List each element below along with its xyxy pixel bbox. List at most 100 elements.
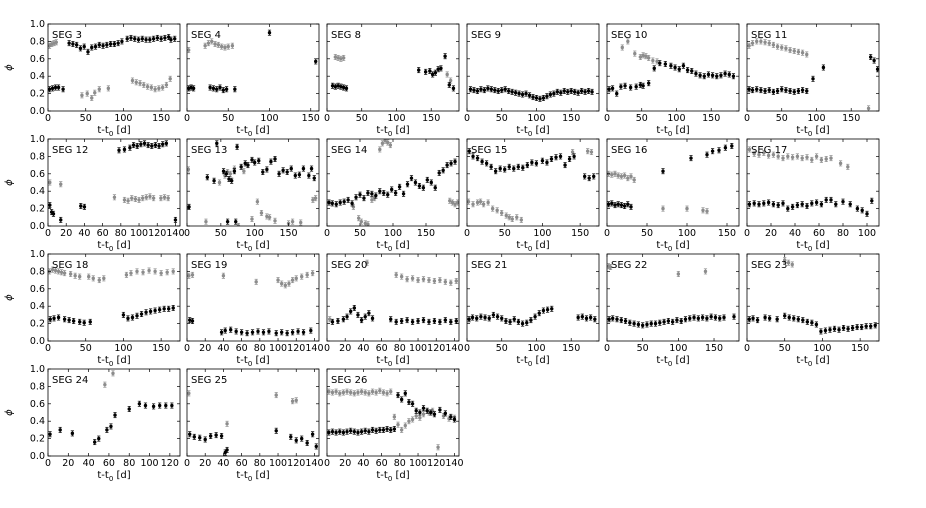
data-point — [290, 329, 295, 336]
data-point — [475, 155, 480, 162]
data-point — [549, 156, 554, 162]
data-point — [824, 156, 828, 162]
plot-frame — [47, 368, 181, 457]
data-point — [348, 389, 353, 396]
y-tick-label: 0.2 — [30, 319, 45, 330]
x-tick-label: 50 — [779, 343, 791, 354]
data-point — [208, 433, 213, 439]
data-point — [841, 198, 845, 205]
panel-title: SEG 11 — [751, 30, 787, 41]
data-points — [48, 140, 178, 223]
data-point — [800, 155, 804, 162]
data-point — [157, 402, 162, 409]
data-point — [218, 84, 222, 91]
y-tick-label: 0.0 — [30, 336, 45, 347]
data-point — [445, 71, 449, 78]
data-point — [62, 270, 67, 277]
data-point — [277, 170, 281, 177]
data-point — [171, 268, 175, 275]
data-point — [124, 271, 129, 278]
panel-title: SEG 8 — [331, 30, 361, 41]
data-point — [586, 88, 591, 94]
x-tick-label: 20 — [199, 343, 211, 354]
data-point — [834, 201, 838, 208]
data-point — [215, 140, 219, 147]
x-axis-label-unit: [d] — [812, 125, 829, 136]
data-point — [77, 318, 82, 325]
data-point — [405, 181, 410, 188]
data-point — [468, 86, 473, 93]
data-point — [70, 430, 75, 437]
data-point — [795, 202, 800, 209]
y-tick-label: 0.2 — [30, 204, 45, 215]
data-point — [338, 390, 342, 397]
x-axis-label: t-t0 [d] — [796, 355, 829, 368]
data-point — [397, 183, 402, 190]
data-point — [616, 172, 620, 179]
data-point — [235, 143, 239, 150]
data-point — [164, 140, 169, 147]
x-tick-label: 150 — [842, 113, 860, 124]
data-point — [219, 329, 224, 336]
data-point — [727, 71, 731, 78]
data-point — [223, 449, 227, 456]
data-point — [558, 153, 563, 160]
data-point — [283, 282, 288, 289]
y-tick-label: 0.0 — [30, 221, 45, 232]
x-tick-label: 0 — [604, 228, 610, 239]
data-point — [330, 318, 335, 325]
data-point — [305, 440, 309, 446]
data-point — [328, 316, 332, 323]
data-point — [628, 319, 632, 326]
y-tick-label: 1.0 — [30, 134, 45, 145]
data-point — [619, 173, 624, 180]
data-point — [800, 201, 804, 208]
data-point — [297, 171, 302, 178]
x-axis-label-sub: 0 — [388, 130, 392, 138]
data-point — [414, 407, 418, 414]
data-point — [781, 155, 785, 162]
data-point — [313, 195, 318, 202]
data-point — [157, 85, 161, 92]
x-tick-label: 100 — [246, 228, 264, 239]
data-point — [130, 195, 134, 202]
x-tick-label: 150 — [562, 113, 580, 124]
data-point — [805, 318, 810, 325]
data-point — [471, 153, 475, 160]
data-point — [287, 280, 291, 287]
x-tick-label: 140 — [305, 343, 323, 354]
x-tick-label: 0 — [604, 113, 610, 124]
data-point — [229, 177, 234, 184]
data-point — [204, 218, 208, 225]
data-point — [226, 43, 230, 50]
data-point — [579, 88, 584, 94]
data-point — [775, 43, 780, 50]
data-point — [529, 317, 533, 324]
x-tick-label: 150 — [705, 343, 723, 354]
data-point — [449, 279, 453, 286]
data-point — [717, 147, 721, 154]
data-point — [339, 55, 343, 62]
data-point — [766, 152, 771, 159]
data-point — [520, 320, 525, 327]
data-point — [164, 402, 168, 409]
x-tick-label: 150 — [851, 343, 869, 354]
data-point — [757, 201, 761, 208]
data-point — [832, 325, 837, 332]
plot-frame — [746, 253, 880, 342]
data-point — [327, 429, 331, 436]
data-point — [273, 217, 277, 224]
data-point — [155, 34, 160, 41]
x-axis-label-sub: 0 — [248, 360, 252, 368]
data-point — [607, 201, 611, 208]
data-point — [661, 168, 665, 175]
x-tick-label: 20 — [60, 228, 72, 239]
x-tick-label: 50 — [496, 343, 508, 354]
data-point — [225, 420, 229, 427]
data-point — [763, 314, 767, 321]
data-point — [675, 317, 679, 324]
data-point — [314, 58, 318, 65]
data-point — [438, 406, 442, 413]
data-point — [252, 159, 257, 166]
